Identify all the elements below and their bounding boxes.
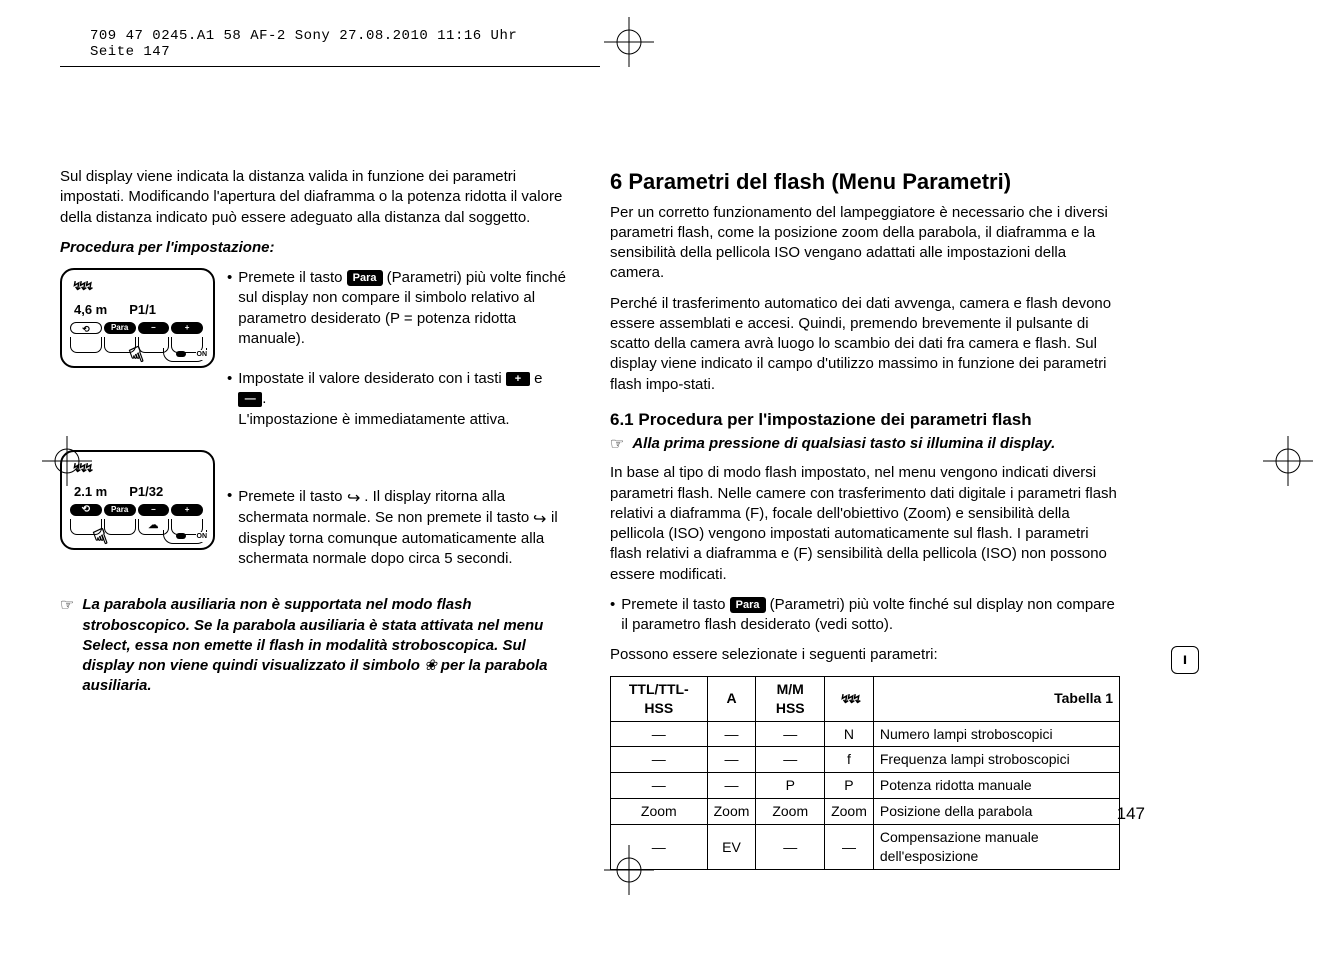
table-label: Tabella 1 — [873, 676, 1119, 721]
table-cell: Compensazione manuale dell'esposizione — [873, 825, 1119, 870]
strobe-icon: ↯↯↯ — [68, 276, 207, 295]
power-switch — [163, 530, 207, 544]
col-mhss: M/M HSS — [756, 676, 825, 721]
table-cell: — — [707, 721, 756, 747]
power-switch — [163, 348, 207, 362]
para-badge: Para — [347, 270, 383, 287]
table-row: ZoomZoomZoomZoomPosizione della parabola — [611, 799, 1120, 825]
step-3: • Premete il tasto ↩ . Il display ritorn… — [227, 486, 570, 570]
minus-button: − — [138, 322, 170, 334]
para-badge: Para — [730, 597, 766, 614]
plus-button: + — [171, 322, 203, 334]
table-row: —EV——Compensazione manuale dell'esposizi… — [611, 825, 1120, 870]
power-value: P1/32 — [129, 483, 163, 501]
power-value: P1/1 — [129, 301, 156, 319]
table-row: ———fFrequenza lampi stroboscopici — [611, 747, 1120, 773]
table-cell: P — [825, 773, 874, 799]
table-cell: — — [756, 721, 825, 747]
minus-button: − — [138, 504, 170, 516]
strobe-icon: ↯↯↯ — [68, 458, 207, 477]
table-row: ——PPPotenza ridotta manuale — [611, 773, 1120, 799]
table-cell: — — [756, 747, 825, 773]
section-heading: 6 Parametri del flash (Menu Parametri) — [610, 167, 1120, 197]
table-cell: — — [611, 773, 708, 799]
btn-blank — [104, 519, 136, 535]
table-cell: Zoom — [707, 799, 756, 825]
plus-badge: + — [506, 372, 530, 387]
page-number: 147 — [1117, 804, 1145, 824]
reflector-icon: ❀ — [424, 657, 437, 674]
table-cell: — — [825, 825, 874, 870]
warning-note: ☞ La parabola ausiliaria non è supportat… — [60, 595, 570, 696]
bulleted-step: • Premete il tasto Para (Parametri) più … — [610, 595, 1120, 636]
procedure-title: Procedura per l'impostazione: — [60, 238, 570, 258]
crop-mark-right — [1263, 436, 1313, 486]
distance-value: 4,6 m — [74, 301, 107, 319]
paragraph: Perché il trasferimento automatico dei d… — [610, 294, 1120, 395]
step-1: • Premete il tasto Para (Parametri) più … — [227, 268, 570, 349]
table-cell: N — [825, 721, 874, 747]
table-cell: — — [707, 773, 756, 799]
right-column: 6 Parametri del flash (Menu Parametri) P… — [610, 167, 1120, 870]
strobe-icon: ↯↯↯ — [840, 692, 858, 706]
paragraph: In base al tipo di modo flash impostato,… — [610, 463, 1120, 585]
col-strobe: ↯↯↯ — [825, 676, 874, 721]
distance-value: 2.1 m — [74, 483, 107, 501]
left-column: Sul display viene indicata la distanza v… — [60, 167, 570, 870]
table-cell: Zoom — [825, 799, 874, 825]
table-header-row: TTL/TTL-HSS A M/M HSS ↯↯↯ Tabella 1 — [611, 676, 1120, 721]
table-cell: Posizione della parabola — [873, 799, 1119, 825]
paragraph: Per un corretto funzionamento del lampeg… — [610, 203, 1120, 284]
table-cell: Numero lampi stroboscopici — [873, 721, 1119, 747]
return-button: ⟲ — [70, 322, 102, 334]
table-cell: EV — [707, 825, 756, 870]
table-cell: — — [756, 825, 825, 870]
minus-badge: — — [238, 392, 262, 407]
subsection-heading: 6.1 Procedura per l'impostazione dei par… — [610, 409, 1120, 432]
table-cell: — — [611, 747, 708, 773]
device-display-1: ↯↯↯ 4,6 m P1/1 ⟲ Para − + — [60, 268, 215, 368]
col-a: A — [707, 676, 756, 721]
print-header: 709 47 0245.A1 58 AF-2 Sony 27.08.2010 1… — [60, 20, 600, 67]
return-icon: ↩ — [533, 509, 546, 531]
table-row: ———NNumero lampi stroboscopici — [611, 721, 1120, 747]
table-cell: f — [825, 747, 874, 773]
pointer-icon: ☞ — [60, 595, 74, 696]
btn-blank — [70, 337, 102, 353]
pointer-icon: ☞ — [610, 434, 624, 456]
para-button: Para — [104, 322, 136, 334]
table-cell: P — [756, 773, 825, 799]
device-display-2: ↯↯↯ 2.1 m P1/32 ⟲ Para − + ☁ — [60, 450, 215, 550]
table-cell: — — [611, 825, 708, 870]
return-button: ⟲ — [70, 504, 102, 516]
para-button: Para — [104, 504, 136, 516]
table-cell: — — [611, 721, 708, 747]
language-tab: ı — [1165, 640, 1205, 680]
paragraph: Possono essere selezionate i seguenti pa… — [610, 645, 1120, 665]
col-ttl: TTL/TTL-HSS — [611, 676, 708, 721]
table-cell: Frequenza lampi stroboscopici — [873, 747, 1119, 773]
plus-button: + — [171, 504, 203, 516]
intro-text: Sul display viene indicata la distanza v… — [60, 167, 570, 228]
display-note: ☞ Alla prima pressione di qualsiasi tast… — [610, 434, 1120, 456]
table-cell: — — [707, 747, 756, 773]
return-icon: ↩ — [347, 488, 360, 510]
table-cell: Zoom — [756, 799, 825, 825]
table-cell: Zoom — [611, 799, 708, 825]
parameters-table: TTL/TTL-HSS A M/M HSS ↯↯↯ Tabella 1 ———N… — [610, 676, 1120, 870]
step-2: • Impostate il valore desiderato con i t… — [227, 369, 570, 430]
table-cell: Potenza ridotta manuale — [873, 773, 1119, 799]
